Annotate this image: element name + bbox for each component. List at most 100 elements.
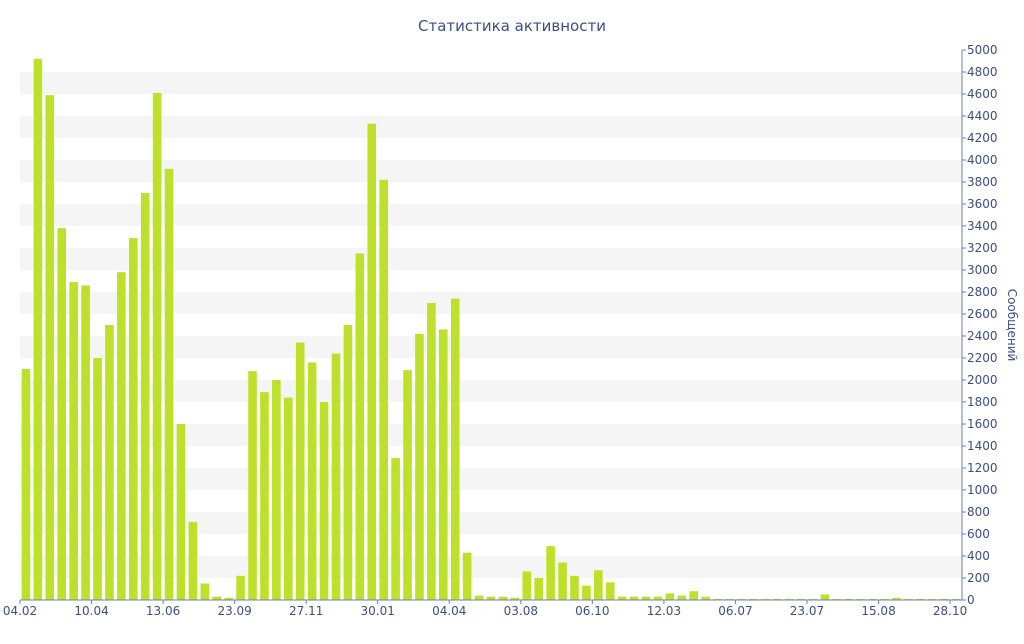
bar: [391, 458, 400, 600]
bar: [128, 238, 138, 600]
bar: [772, 598, 782, 600]
x-tick-label: 30.01: [361, 604, 395, 618]
grid-band: [20, 248, 962, 270]
bar: [808, 598, 818, 600]
y-tick-label: 1200: [967, 461, 998, 475]
x-tick-label: 28.10: [933, 604, 967, 618]
y-tick-label: 3800: [967, 175, 998, 189]
bar: [45, 95, 55, 600]
x-tick-label: 10.04: [74, 604, 108, 618]
bar: [701, 596, 710, 600]
bar: [927, 598, 937, 600]
bar: [689, 591, 699, 600]
x-tick-label: 12.03: [647, 604, 681, 618]
grid-band: [20, 160, 962, 182]
y-tick-label: 5000: [967, 43, 998, 57]
bar: [892, 597, 901, 600]
bar: [868, 598, 877, 600]
bar: [856, 598, 865, 600]
x-tick-label: 23.07: [790, 604, 824, 618]
grid-band: [20, 116, 962, 138]
bar: [725, 598, 734, 600]
bar: [880, 598, 889, 600]
y-tick-label: 4800: [967, 65, 998, 79]
bars-group: [21, 58, 961, 601]
bar: [474, 595, 484, 600]
y-tick-label: 3600: [967, 197, 998, 211]
bar: [486, 596, 496, 600]
bar: [784, 598, 794, 600]
y-tick-label: 3400: [967, 219, 998, 233]
x-tick-label: 03.08: [504, 604, 538, 618]
bar: [295, 342, 305, 600]
bar: [283, 397, 293, 600]
y-tick-label: 4200: [967, 131, 998, 145]
y-tick-label: 2200: [967, 351, 998, 365]
bar: [522, 571, 532, 600]
y-tick-label: 2000: [967, 373, 998, 387]
bar: [677, 595, 687, 600]
bar: [737, 598, 746, 600]
bar: [236, 575, 245, 600]
bar: [534, 578, 543, 600]
bar: [117, 272, 126, 600]
y-tick-label: 800: [967, 505, 990, 519]
bar: [713, 598, 722, 600]
grid-bands: [20, 72, 962, 578]
bar: [212, 596, 222, 600]
bar: [582, 585, 591, 600]
bar: [605, 582, 615, 600]
bar: [594, 570, 603, 600]
bar: [939, 598, 949, 600]
bar: [641, 596, 651, 600]
bar: [152, 92, 162, 601]
bar: [200, 583, 210, 600]
bar: [33, 58, 43, 601]
bar: [355, 253, 365, 600]
x-tick-label: 06.07: [718, 604, 752, 618]
y-tick-label: 1600: [967, 417, 998, 431]
y-tick-label: 400: [967, 549, 990, 563]
y-tick-label: 1000: [967, 483, 998, 497]
bar: [21, 369, 31, 600]
bar: [260, 392, 269, 600]
bar: [379, 179, 388, 601]
y-tick-label: 3000: [967, 263, 998, 277]
bar: [570, 575, 579, 600]
chart-title: Статистика активности: [418, 17, 606, 35]
bar: [272, 380, 281, 600]
bar: [498, 596, 508, 600]
bar: [331, 353, 341, 600]
bar: [951, 598, 961, 600]
bar: [367, 123, 377, 600]
grid-band: [20, 336, 962, 358]
bar: [617, 596, 627, 600]
x-tick-label: 23.09: [217, 604, 251, 618]
bar: [140, 193, 150, 600]
x-tick-label: 06.10: [575, 604, 609, 618]
bar: [343, 325, 353, 600]
bar: [450, 298, 460, 600]
x-tick-label: 13.06: [146, 604, 180, 618]
bar: [427, 303, 436, 600]
bar: [665, 593, 675, 600]
bar: [904, 598, 913, 600]
bar: [558, 562, 567, 600]
bar: [653, 596, 663, 600]
bar: [749, 598, 758, 600]
bar: [81, 285, 90, 600]
bar: [796, 598, 806, 600]
bar: [69, 282, 78, 600]
bar: [629, 596, 639, 600]
bar: [832, 598, 842, 600]
y-tick-label: 2400: [967, 329, 998, 343]
y-tick-label: 4400: [967, 109, 998, 123]
y-tick-label: 4000: [967, 153, 998, 167]
y-tick-label: 1400: [967, 439, 998, 453]
bar: [462, 552, 472, 600]
axes-group: 0 200 400 600 800 1000 1200 1400 1600 1800 2000 220…: [3, 43, 998, 618]
bar: [760, 598, 770, 600]
bar: [415, 333, 424, 600]
